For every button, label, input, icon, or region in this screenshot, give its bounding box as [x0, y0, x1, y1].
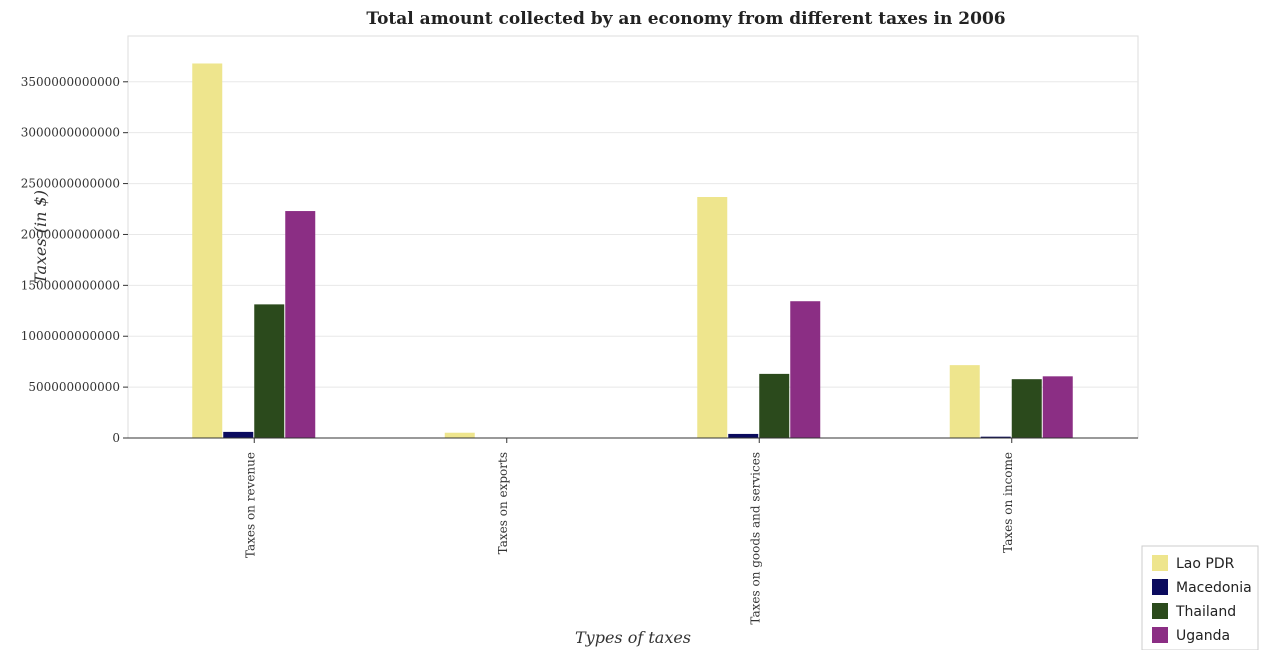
bar	[949, 365, 980, 438]
legend-label: Lao PDR	[1176, 556, 1235, 572]
legend-swatch	[1152, 579, 1168, 595]
x-tick-label: Taxes on revenue	[243, 452, 257, 558]
x-tick-label: Taxes on income	[1001, 452, 1015, 553]
bar	[697, 197, 728, 438]
bar	[223, 431, 254, 438]
legend-label: Thailand	[1175, 604, 1236, 620]
bar	[980, 436, 1011, 438]
bar	[1042, 376, 1073, 438]
y-axis-title: Taxes (in $)	[31, 190, 50, 284]
bar	[192, 63, 223, 438]
legend-label: Macedonia	[1176, 580, 1252, 596]
x-axis-title: Types of taxes	[575, 628, 691, 647]
bar	[1011, 379, 1042, 438]
y-tick-label: 500000000000	[28, 380, 120, 394]
bar	[444, 432, 475, 438]
bars	[192, 63, 1073, 439]
legend-swatch	[1152, 603, 1168, 619]
x-axis-ticks: Taxes on revenue Taxes on exports Taxes on…	[243, 438, 1015, 625]
y-tick-label: 3000000000000	[21, 126, 120, 140]
bar	[790, 301, 821, 438]
legend-swatch	[1152, 627, 1168, 643]
x-tick-label: Taxes on exports	[496, 452, 510, 554]
legend-swatch	[1152, 555, 1168, 571]
y-axis-ticks: 0 500000000000 1000000000000 1500000000000 2…	[21, 75, 128, 445]
legend: Lao PDR Macedonia Thailand Uganda	[1141, 545, 1259, 650]
y-tick-label: 3500000000000	[21, 75, 120, 89]
bar	[285, 211, 316, 438]
chart-title: Total amount collected by an economy fro…	[366, 9, 1005, 29]
x-tick-label: Taxes on goods and services	[748, 452, 762, 625]
y-tick-label: 2000000000000	[21, 227, 120, 241]
y-tick-label: 1500000000000	[21, 278, 120, 292]
y-tick-label: 0	[112, 431, 120, 445]
legend-label: Uganda	[1176, 628, 1230, 644]
bar	[759, 373, 790, 438]
bar	[728, 433, 759, 438]
y-tick-label: 2500000000000	[21, 177, 120, 191]
bar	[254, 304, 285, 438]
y-tick-label: 1000000000000	[21, 329, 120, 343]
